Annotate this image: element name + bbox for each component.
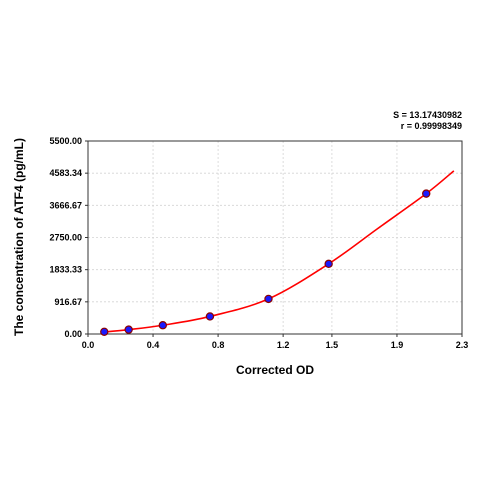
data-point bbox=[158, 321, 167, 330]
data-point bbox=[422, 189, 431, 198]
y-axis-title: The concentration of ATF4 (pg/mL) bbox=[12, 138, 26, 336]
x-axis-title: Corrected OD bbox=[236, 363, 314, 377]
x-tick-label: 1.9 bbox=[391, 340, 404, 350]
x-tick-label: 1.5 bbox=[326, 340, 339, 350]
x-tick-label: 0.4 bbox=[147, 340, 160, 350]
y-tick-label: 2750.00 bbox=[49, 233, 82, 243]
x-tick-label: 0.8 bbox=[212, 340, 225, 350]
data-point bbox=[100, 327, 109, 337]
y-tick-label: 0.00 bbox=[64, 329, 82, 339]
y-tick-label: 4583.34 bbox=[49, 168, 82, 178]
s-value-annotation: S = 13.17430982 bbox=[393, 110, 462, 120]
x-tick-label: 1.2 bbox=[277, 340, 290, 350]
data-point bbox=[264, 294, 273, 304]
y-tick-label: 3666.67 bbox=[49, 200, 82, 210]
y-tick-label: 1833.33 bbox=[49, 265, 82, 275]
data-points-layer bbox=[100, 189, 431, 337]
data-point bbox=[324, 259, 333, 269]
r-value-annotation: r = 0.99998349 bbox=[401, 121, 462, 131]
y-tick-label: 916.67 bbox=[54, 297, 82, 307]
axis-ticks: 0.0 0.4 0.8 1.2 1.5 1.9 2.3 0.00 916.67 1833.33 27… bbox=[49, 136, 468, 350]
x-tick-label: 2.3 bbox=[456, 340, 469, 350]
data-point bbox=[124, 325, 133, 334]
x-tick-label: 0.0 bbox=[82, 340, 95, 350]
y-tick-label: 5500.00 bbox=[49, 136, 82, 146]
data-point bbox=[205, 312, 215, 321]
